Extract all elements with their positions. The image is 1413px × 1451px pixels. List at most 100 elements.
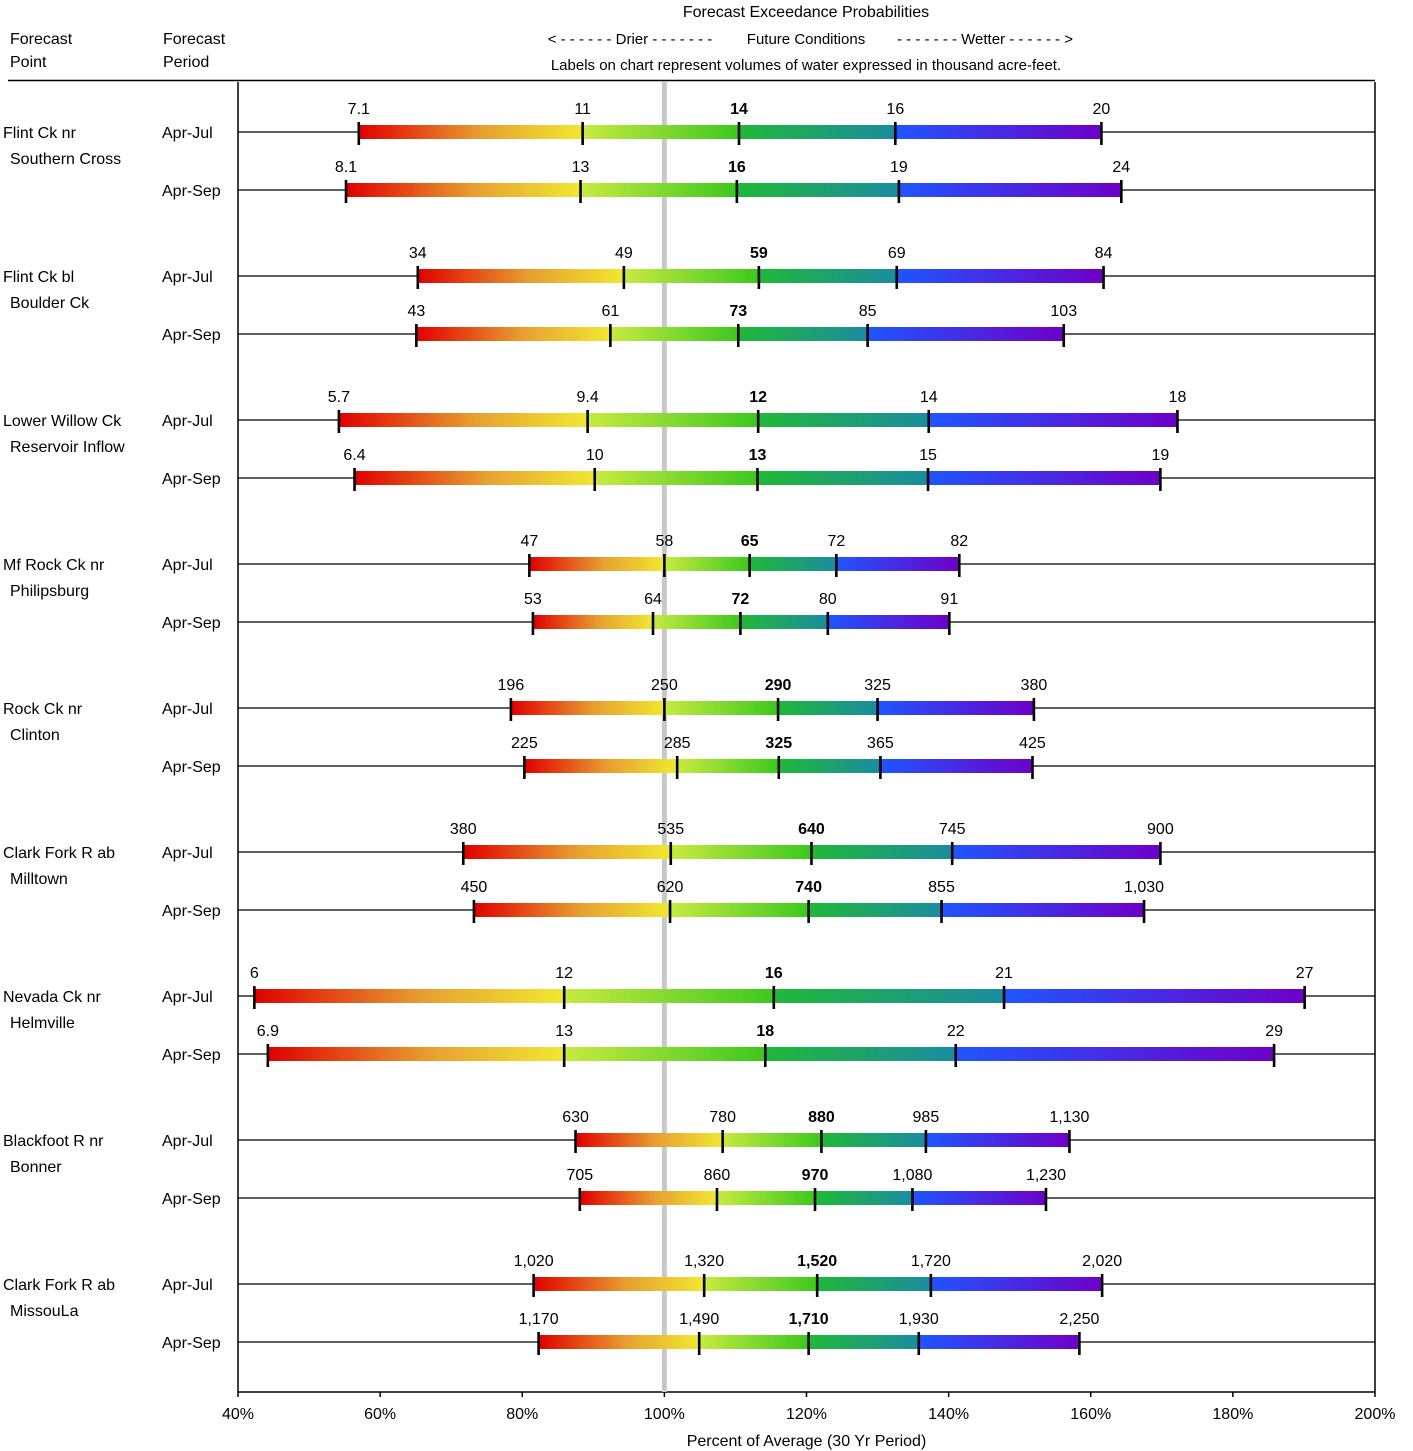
value-label: 5.7	[328, 389, 350, 406]
bar-segment	[930, 1277, 1103, 1291]
bar-segment	[778, 759, 881, 773]
forecast-point-name: Flint Ck nr	[3, 125, 77, 142]
bar-segment	[532, 615, 654, 629]
value-label: 780	[709, 1109, 736, 1126]
bar-segment	[765, 1047, 956, 1061]
median-value-label: 14	[730, 101, 748, 118]
forecast-point-header-line2: Point	[10, 54, 47, 71]
value-label: 855	[928, 879, 955, 896]
bar-segment	[699, 1335, 809, 1349]
value-label: 985	[913, 1109, 940, 1126]
value-label: 196	[498, 677, 525, 694]
bar-segment	[623, 269, 759, 283]
value-label: 49	[615, 245, 633, 262]
bar-segment	[354, 471, 595, 485]
value-label: 13	[555, 1023, 573, 1040]
forecast-period-label: Apr-Jul	[162, 413, 213, 430]
bar-segment	[955, 1047, 1275, 1061]
value-label: 22	[947, 1023, 965, 1040]
bar-segment	[529, 557, 665, 571]
bar-segment	[670, 903, 809, 917]
forecast-point-name: Mf Rock Ck nr	[3, 557, 105, 574]
forecast-period-label: Apr-Jul	[162, 845, 213, 862]
value-label: 19	[1151, 447, 1169, 464]
median-value-label: 13	[749, 447, 767, 464]
x-tick-label: 160%	[1070, 1406, 1111, 1423]
value-label: 7.1	[348, 101, 370, 118]
value-label: 27	[1296, 965, 1314, 982]
value-label: 620	[657, 879, 684, 896]
value-label: 24	[1112, 159, 1130, 176]
value-label: 325	[864, 677, 891, 694]
value-label: 16	[886, 101, 904, 118]
value-label: 250	[651, 677, 678, 694]
x-tick-label: 200%	[1355, 1406, 1396, 1423]
value-label: 900	[1147, 821, 1174, 838]
bar-segment	[564, 989, 774, 1003]
value-label: 425	[1019, 735, 1046, 752]
median-value-label: 640	[798, 821, 825, 838]
bar-segment	[538, 1335, 700, 1349]
value-label: 64	[644, 591, 662, 608]
value-label: 9.4	[577, 389, 599, 406]
value-label: 1,930	[899, 1311, 939, 1328]
forecast-point-name: Boulder Ck	[10, 295, 90, 312]
x-tick-label: 120%	[786, 1406, 827, 1423]
median-value-label: 18	[756, 1023, 774, 1040]
x-axis-title: Percent of Average (30 Yr Period)	[687, 1433, 927, 1450]
forecast-point-name: Clark Fork R ab	[3, 845, 115, 862]
value-label: 18	[1169, 389, 1187, 406]
x-tick-label: 140%	[928, 1406, 969, 1423]
bar-segment	[880, 759, 1033, 773]
value-label: 69	[888, 245, 906, 262]
bar-segment	[510, 701, 665, 715]
bar-segment	[524, 759, 678, 773]
bar-segment	[808, 903, 942, 917]
forecast-point-name: Milltown	[10, 871, 68, 888]
forecast-point-name: Flint Ck bl	[3, 269, 74, 286]
median-value-label: 73	[729, 303, 747, 320]
bar-segment	[867, 327, 1064, 341]
forecast-period-label: Apr-Sep	[162, 1335, 221, 1352]
bar-segment	[928, 413, 1178, 427]
value-label: 535	[657, 821, 684, 838]
forecast-period-label: Apr-Jul	[162, 557, 213, 574]
value-label: 53	[524, 591, 542, 608]
bar-segment	[773, 989, 1005, 1003]
bar-segment	[580, 183, 737, 197]
forecast-point-header-line1: Forecast	[10, 31, 73, 48]
bar-segment	[808, 1335, 919, 1349]
forecast-point-name: Rock Ck nr	[3, 701, 83, 718]
bar-segment	[895, 125, 1102, 139]
bar-segment	[653, 615, 741, 629]
bar-segment	[722, 1133, 822, 1147]
bar-segment	[358, 125, 583, 139]
bar-segment	[758, 269, 897, 283]
bar-segment	[817, 1277, 931, 1291]
bar-segment	[758, 413, 929, 427]
x-tick-label: 180%	[1212, 1406, 1253, 1423]
forecast-point-name: Southern Cross	[10, 151, 121, 168]
value-label: 1,130	[1049, 1109, 1089, 1126]
value-label: 2,250	[1059, 1311, 1099, 1328]
bar-segment	[463, 845, 671, 859]
value-label: 13	[572, 159, 590, 176]
forecast-period-header-line2: Period	[163, 54, 210, 71]
forecast-period-label: Apr-Jul	[162, 701, 213, 718]
value-label: 61	[601, 303, 619, 320]
value-label: 34	[409, 245, 427, 262]
bar-segment	[836, 557, 960, 571]
forecast-period-label: Apr-Sep	[162, 615, 221, 632]
value-label: 1,030	[1124, 879, 1164, 896]
median-value-label: 1,520	[797, 1253, 837, 1270]
forecast-point-name: Clark Fork R ab	[3, 1277, 115, 1294]
value-label: 450	[461, 879, 488, 896]
forecast-period-label: Apr-Sep	[162, 327, 221, 344]
value-label: 2,020	[1082, 1253, 1122, 1270]
median-value-label: 880	[808, 1109, 835, 1126]
forecast-point-name: Helmville	[10, 1015, 75, 1032]
value-label: 85	[859, 303, 877, 320]
bar-segment	[815, 1191, 913, 1205]
value-label: 1,720	[911, 1253, 951, 1270]
